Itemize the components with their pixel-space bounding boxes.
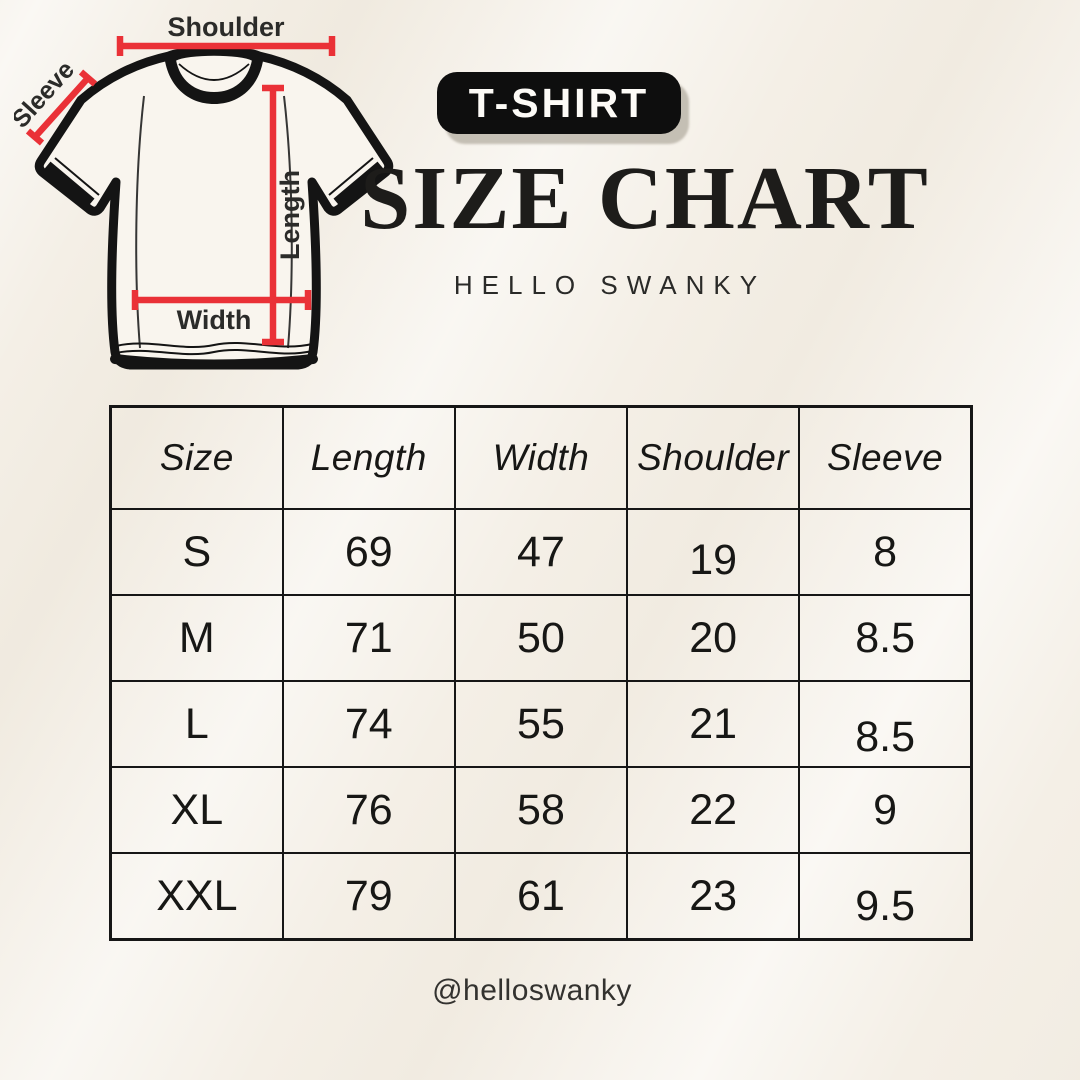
cell-value: 79 <box>344 871 393 920</box>
column-header-width: Width <box>453 405 629 510</box>
measurement-cell: 69 <box>281 508 456 596</box>
cell-value: 71 <box>344 613 393 662</box>
width-label: Width <box>177 305 252 335</box>
sleeve-cap-bottom <box>25 128 45 146</box>
cell-value: 69 <box>344 527 393 576</box>
cell-value: XL <box>170 785 224 834</box>
cell-value: L <box>184 699 209 748</box>
fabric-crease-left <box>135 95 145 349</box>
cell-value: XXL <box>156 871 238 920</box>
measurement-cell: 21 <box>626 680 801 768</box>
size-cell: M <box>109 594 284 682</box>
brand-name: HELLO SWANKY <box>453 270 767 300</box>
collar-inner <box>173 53 255 95</box>
measurement-cell: 9.5 <box>798 852 973 941</box>
hem-band <box>110 354 318 370</box>
cell-value: 61 <box>517 871 565 920</box>
column-header-shoulder: Shoulder <box>626 405 801 510</box>
cuff-band-left <box>41 161 95 210</box>
cell-value: 47 <box>517 527 565 576</box>
table-row: M 71 50 20 8.5 <box>109 594 973 682</box>
cell-value: 9.5 <box>855 881 916 930</box>
table-row: XL 76 58 22 9 <box>109 766 973 854</box>
measurement-cell: 50 <box>453 594 629 682</box>
measurement-cell: 19 <box>626 508 801 596</box>
collar-rib-line <box>178 63 250 81</box>
shoulder-label: Shoulder <box>167 14 284 42</box>
header-row: Size Length Width Shoulder Sleeve <box>109 405 973 510</box>
measurement-cell: 8.5 <box>798 680 973 768</box>
size-cell: XXL <box>109 852 284 941</box>
page-title: SIZE CHART <box>360 149 930 248</box>
cell-value: 55 <box>517 699 565 748</box>
table-row: L 74 55 21 8.5 <box>109 680 973 768</box>
size-cell: L <box>109 680 284 768</box>
hem-wave-line-1 <box>115 342 313 348</box>
cuff-band-right <box>333 161 387 210</box>
cell-value: 21 <box>689 699 738 748</box>
measurement-cell: 23 <box>626 852 801 941</box>
cell-value: 23 <box>689 871 738 920</box>
measurement-cell: 76 <box>281 766 456 854</box>
column-header-sleeve: Sleeve <box>798 405 973 510</box>
tshirt-illustration: Shoulder Sleeve Length Width <box>14 14 394 370</box>
cell-value: 19 <box>689 535 738 584</box>
tshirt-diagram: Shoulder Sleeve Length Width <box>14 14 398 378</box>
table-row: XXL 79 61 23 9.5 <box>109 852 973 941</box>
cell-value: 58 <box>517 785 565 834</box>
badge-label: T-SHIRT <box>468 79 650 126</box>
cell-value: 8 <box>873 527 898 576</box>
fabric-crease-right <box>283 95 293 349</box>
hem-wave-line-2 <box>115 349 313 356</box>
cuff-rib-right <box>328 157 374 196</box>
cell-value: 50 <box>517 613 565 662</box>
cell-value: 8.5 <box>855 712 916 761</box>
measurement-lines <box>25 36 336 346</box>
product-type-badge: T-SHIRT <box>437 72 681 134</box>
cell-value: 22 <box>689 785 738 834</box>
sleeve-cap-top <box>78 69 98 87</box>
size-cell: XL <box>109 766 284 854</box>
cell-value: M <box>178 613 215 662</box>
measurement-cell: 71 <box>281 594 456 682</box>
measurement-cell: 8 <box>798 508 973 596</box>
cell-value: S <box>182 527 212 576</box>
column-header-length: Length <box>281 405 456 510</box>
cell-value: 20 <box>689 613 738 662</box>
sleeve-measure-line <box>32 75 91 140</box>
measurement-cell: 58 <box>453 766 629 854</box>
measurement-cell: 8.5 <box>798 594 973 682</box>
size-table: Size Length Width Shoulder Sleeve S 69 4… <box>109 405 973 941</box>
measurement-cell: 74 <box>281 680 456 768</box>
measurement-cell: 20 <box>626 594 801 682</box>
column-header-size: Size <box>109 405 284 510</box>
measurement-cell: 79 <box>281 852 456 941</box>
length-label: Length <box>275 170 305 260</box>
measurement-cell: 47 <box>453 508 629 596</box>
cell-value: 8.5 <box>855 613 916 662</box>
cell-value: 76 <box>344 785 393 834</box>
cell-value: 9 <box>873 785 898 834</box>
table-row: S 69 47 19 8 <box>109 508 973 596</box>
measurement-cell: 61 <box>453 852 629 941</box>
social-handle: @helloswanky <box>432 974 632 1007</box>
size-cell: S <box>109 508 284 596</box>
cuff-rib-left <box>54 157 100 196</box>
measurement-cell: 22 <box>626 766 801 854</box>
measurement-cell: 9 <box>798 766 973 854</box>
cell-value: 74 <box>344 699 393 748</box>
measurement-cell: 55 <box>453 680 629 768</box>
